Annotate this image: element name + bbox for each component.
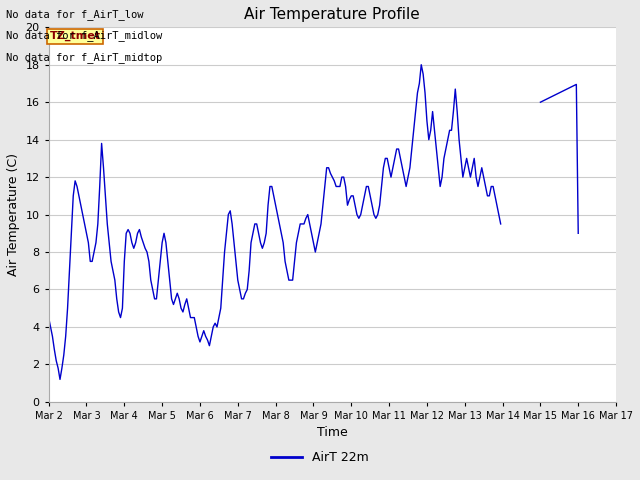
Text: No data for f_AirT_midlow: No data for f_AirT_midlow: [6, 30, 163, 41]
Text: No data for f_AirT_low: No data for f_AirT_low: [6, 9, 144, 20]
Text: No data for f_AirT_midtop: No data for f_AirT_midtop: [6, 52, 163, 63]
X-axis label: Time: Time: [317, 426, 348, 440]
Text: TZ_tmet: TZ_tmet: [49, 31, 100, 41]
Legend: AirT 22m: AirT 22m: [266, 446, 374, 469]
Y-axis label: Air Temperature (C): Air Temperature (C): [7, 153, 20, 276]
Title: Air Temperature Profile: Air Temperature Profile: [244, 7, 420, 22]
